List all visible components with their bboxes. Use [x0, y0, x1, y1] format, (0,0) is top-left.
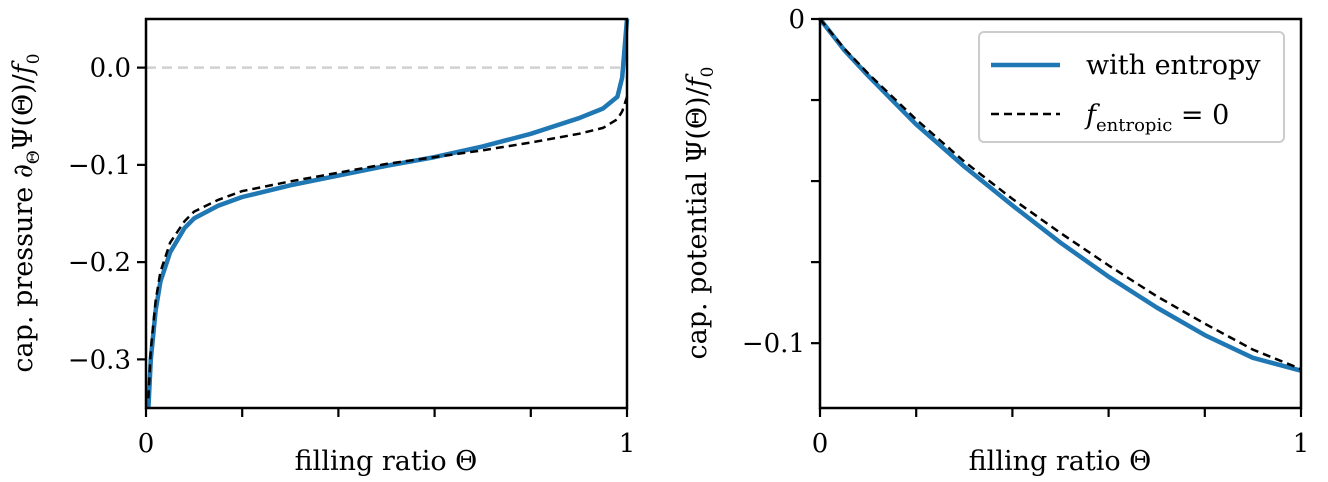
right-axes-frame	[818, 17, 1303, 410]
right-y-axis-label: cap. potential Ψ(Θ)/f0	[682, 66, 718, 359]
left-series-with-entropy-line	[146, 18, 630, 409]
right-series-group	[818, 17, 1302, 373]
right-y-tick-label: 0	[788, 5, 805, 35]
left-y-tick-label: −0.2	[68, 248, 131, 278]
right-y-tick-label: −0.1	[742, 329, 805, 359]
legend: with entropy fentropic = 0	[978, 31, 1285, 143]
right-series-with-entropy-line	[818, 17, 1302, 373]
legend-label-with-entropy: with entropy	[1086, 50, 1261, 81]
right-x-tick-label: 0	[812, 429, 829, 459]
left-x-axis-label: filling ratio Θ	[295, 446, 478, 477]
left-y-axis-label: cap. pressure ∂ΘΨ(Θ)/f0	[8, 53, 44, 372]
left-y-tick-label: −0.1	[68, 151, 131, 181]
left-axes-frame	[144, 17, 629, 410]
left-series-group	[146, 18, 630, 409]
left-x-tick-label: 1	[619, 429, 636, 459]
legend-box	[978, 31, 1285, 143]
right-y-ticks: 0 −0.1	[742, 5, 820, 359]
left-y-tick-label: 0.0	[90, 54, 131, 84]
legend-label-f-entropic: fentropic = 0	[1084, 100, 1229, 136]
left-y-tick-label: −0.3	[68, 345, 131, 375]
right-x-axis-label: filling ratio Θ	[969, 446, 1152, 477]
left-series-f-entropic-zero-line	[147, 96, 629, 399]
left-y-ticks: 0.0 −0.1 −0.2 −0.3	[68, 54, 146, 375]
right-series-f-entropic-zero-line	[819, 18, 1302, 371]
right-x-tick-label: 1	[1293, 429, 1310, 459]
left-x-tick-label: 0	[138, 429, 155, 459]
